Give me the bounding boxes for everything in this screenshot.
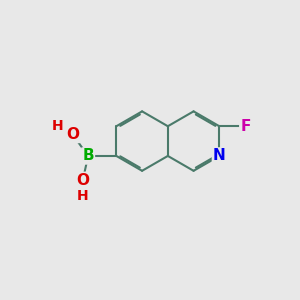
Text: B: B [82, 148, 94, 164]
Text: N: N [213, 148, 226, 164]
Text: H: H [51, 119, 63, 133]
Text: H: H [77, 189, 88, 203]
Text: O: O [76, 173, 89, 188]
Text: F: F [240, 119, 251, 134]
Text: O: O [66, 127, 79, 142]
